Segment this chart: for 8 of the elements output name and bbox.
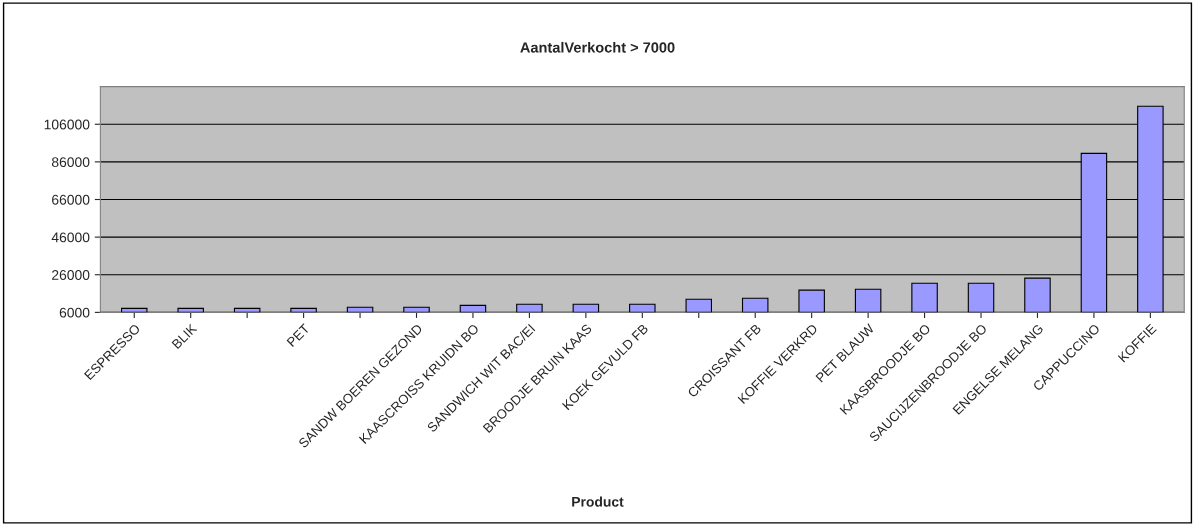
- y-tick-label: 106000: [44, 119, 90, 130]
- chart-title: AantalVerkocht > 7000: [520, 41, 675, 53]
- y-tick-label: 46000: [51, 232, 90, 243]
- y-tick-label: 26000: [52, 270, 90, 280]
- x-axis-title: Product: [572, 496, 624, 507]
- y-tick-label: 86000: [51, 157, 90, 168]
- y-tick-label: 66000: [52, 194, 90, 205]
- y-tick-label: 6000: [59, 307, 90, 318]
